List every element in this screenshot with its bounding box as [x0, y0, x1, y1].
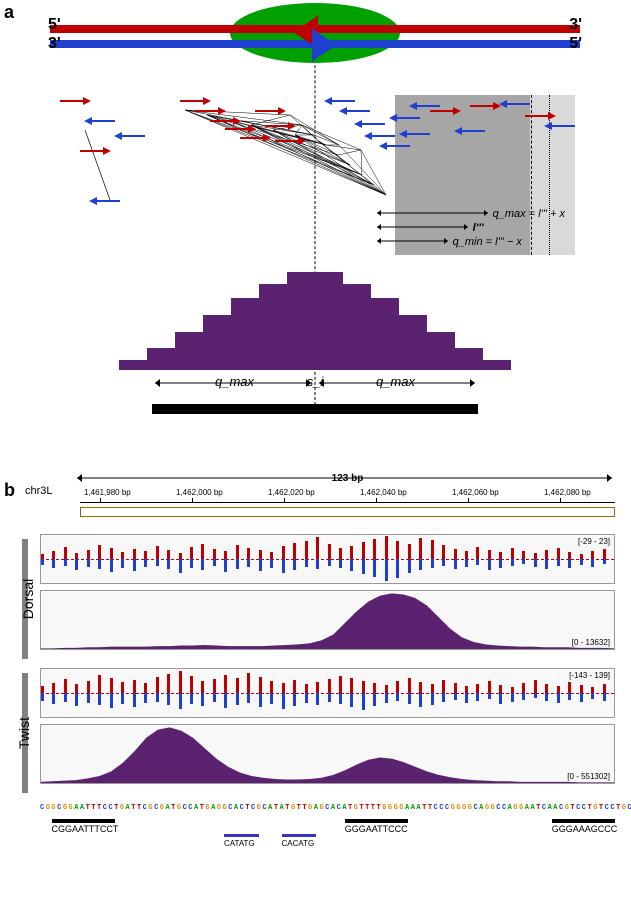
blue-read-arrow	[505, 103, 530, 105]
sequence-letters: CGGCGGAATTTCCTGATTCGCGATGCCATGAGGCACTCGC…	[40, 804, 631, 812]
blue-read-arrow	[385, 145, 410, 147]
factor-block-twist: Twist[-143 - 139][0 - 551302]	[20, 668, 620, 798]
blue-read-arrow	[550, 125, 575, 127]
gene-outline	[80, 507, 615, 517]
histogram-bar	[203, 315, 231, 370]
blue-read-arrow	[460, 130, 485, 132]
histogram-bar	[427, 332, 455, 370]
panel-a-label: a	[4, 2, 14, 23]
chipseq-signal-track: [0 - 551302]	[40, 724, 615, 784]
small-motif-bar	[282, 834, 317, 837]
histogram-bar	[483, 360, 511, 370]
red-read-arrow	[430, 110, 455, 112]
blue-read-arrow	[345, 110, 370, 112]
strand-signal-track: [-29 - 23]	[40, 534, 615, 584]
chromosome-label: chr3L	[25, 485, 53, 497]
red-read-arrow	[470, 105, 495, 107]
ruler-tick-label: 1,462,040 bp	[360, 488, 407, 497]
red-read-arrow	[265, 125, 290, 127]
red-read-arrow	[275, 140, 300, 142]
red-read-arrow	[525, 115, 550, 117]
qmax-dimension-row: q_max s_i q_max	[50, 374, 580, 414]
motif-label: GGGAATTCCC	[345, 824, 408, 834]
panel-b-label: b	[4, 480, 15, 501]
histogram-bar	[343, 284, 371, 370]
qmax-left-label: q_max	[215, 374, 254, 389]
chipseq-signal-track: [0 - 13632]	[40, 590, 615, 650]
qmin-eq: q_min = l''' − x	[453, 236, 522, 248]
ruler-tick-label: 1,462,060 bp	[452, 488, 499, 497]
factors-container: Dorsal[-29 - 23][0 - 13632]Twist[-143 - …	[20, 534, 620, 798]
ruler-tick-label: 1,462,080 bp	[544, 488, 591, 497]
qmax-right-label: q_max	[376, 374, 415, 389]
histogram-bar	[119, 360, 147, 370]
red-read-arrow	[195, 110, 220, 112]
panel-a: 5' 3' 3' 5' q_max = l''' + x l''' q_min …	[50, 10, 580, 414]
strand-signal-track: [-143 - 139]	[40, 668, 615, 718]
red-read-arrow	[210, 120, 235, 122]
blue-read-arrow	[370, 135, 395, 137]
peak-region-bar	[152, 404, 478, 414]
histogram-bar	[315, 272, 343, 370]
genomic-ruler: 123 bp 1,461,980 bp1,462,000 bp1,462,020…	[80, 485, 615, 503]
histogram-bar	[287, 272, 315, 370]
small-motif-label: CACATG	[282, 839, 315, 848]
red-read-arrow	[60, 100, 85, 102]
red-read-arrow	[80, 150, 105, 152]
genome-browser-header: chr3L 123 bp 1,461,980 bp1,462,000 bp1,4…	[20, 485, 620, 530]
bot-left-3prime: 3'	[48, 35, 61, 53]
bot-right-5prime: 5'	[569, 35, 582, 53]
red-read-arrow	[180, 100, 205, 102]
blue-read-arrow	[405, 133, 430, 135]
red-read-arrow	[255, 110, 280, 112]
factor-block-dorsal: Dorsal[-29 - 23] [0 - 13632]	[20, 534, 620, 664]
sequence-track: CGGCGGAATTTCCTGATTCGCGATGCCATGAGGCACTCGC…	[40, 804, 615, 854]
factor-name-label: Twist	[16, 717, 32, 749]
red-pacman-icon	[268, 7, 318, 57]
motif-bar	[52, 819, 115, 823]
blue-read-arrow	[95, 200, 120, 202]
blue-read-arrow	[415, 105, 440, 107]
l-triple: l'''	[473, 222, 484, 234]
blue-read-arrow	[395, 117, 420, 119]
ruler-tick-label: 1,461,980 bp	[84, 488, 131, 497]
histogram-bar	[175, 332, 203, 370]
qmax-eq: q_max = l''' + x	[493, 208, 565, 220]
small-motif-label: CATATG	[224, 839, 255, 848]
ruler-tick-label: 1,462,000 bp	[176, 488, 223, 497]
dna-strands-diagram: 5' 3' 3' 5'	[50, 10, 580, 85]
q-formula-labels: q_max = l''' + x l''' q_min = l''' − x	[375, 206, 565, 250]
blue-read-arrow	[90, 120, 115, 122]
signal-histogram	[50, 260, 580, 370]
blue-pacman-icon	[312, 20, 362, 70]
small-motif-bar	[224, 834, 259, 837]
histogram-bar	[371, 298, 399, 370]
histogram-bar	[399, 315, 427, 370]
histogram-bar	[455, 348, 483, 370]
red-read-arrow	[225, 128, 250, 130]
histogram-bar	[231, 298, 259, 370]
blue-read-arrow	[330, 100, 355, 102]
motif-label: CGGAATTTCCT	[52, 824, 119, 834]
histogram-bar	[259, 284, 287, 370]
blue-read-arrow	[360, 123, 385, 125]
top-right-3prime: 3'	[569, 16, 582, 34]
blue-read-arrow	[120, 135, 145, 137]
motif-bar	[345, 819, 408, 823]
factor-name-label: Dorsal	[20, 579, 36, 619]
motif-bar	[552, 819, 615, 823]
panel-b: chr3L 123 bp 1,461,980 bp1,462,000 bp1,4…	[20, 485, 620, 854]
histogram-bar	[147, 348, 175, 370]
red-read-arrow	[240, 137, 265, 139]
top-left-5prime: 5'	[48, 16, 61, 34]
read-arrows-area: q_max = l''' + x l''' q_min = l''' − x	[50, 95, 580, 255]
ruler-tick-label: 1,462,020 bp	[268, 488, 315, 497]
motif-label: GGGAAAGCCC	[552, 824, 618, 834]
